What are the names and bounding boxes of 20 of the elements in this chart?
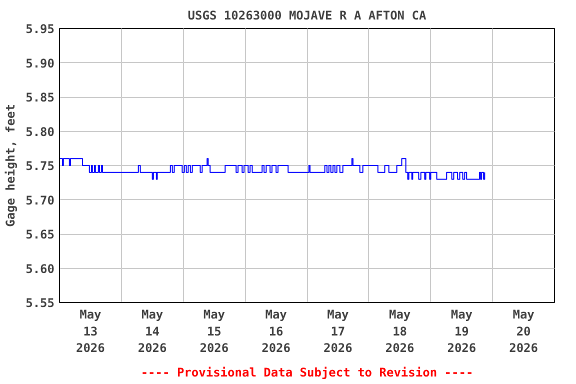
- x-tick-label: May 16 2026: [262, 308, 291, 356]
- x-tick-label: May 18 2026: [385, 308, 414, 356]
- x-tick-label: May 17 2026: [323, 308, 352, 356]
- y-tick-label: 5.65: [26, 228, 55, 242]
- y-tick-label: 5.70: [26, 193, 55, 208]
- y-tick-label: 5.85: [26, 90, 55, 104]
- y-tick-label: 5.75: [26, 159, 55, 173]
- y-tick-label: 5.55: [26, 296, 55, 310]
- y-tick-label: 5.80: [26, 124, 55, 139]
- y-axis-title: Gage height, feet: [4, 104, 18, 227]
- x-tick-label: May 15 2026: [200, 308, 229, 356]
- text: ---- Provisional Data Subject to Revision ----: [140, 366, 474, 380]
- chart-title: USGS 10263000 MOJAVE R A AFTON CA: [188, 8, 427, 22]
- y-tick-label: 5.90: [26, 56, 55, 70]
- x-tick-label: May 19 2026: [447, 308, 476, 356]
- x-tick-label: May 20 2026: [509, 308, 538, 356]
- y-tick-label: 5.95: [26, 22, 55, 36]
- x-tick-label: May 13 2026: [76, 308, 105, 356]
- y-tick-label: 5.60: [26, 262, 55, 276]
- x-tick-label: May 14 2026: [138, 308, 167, 356]
